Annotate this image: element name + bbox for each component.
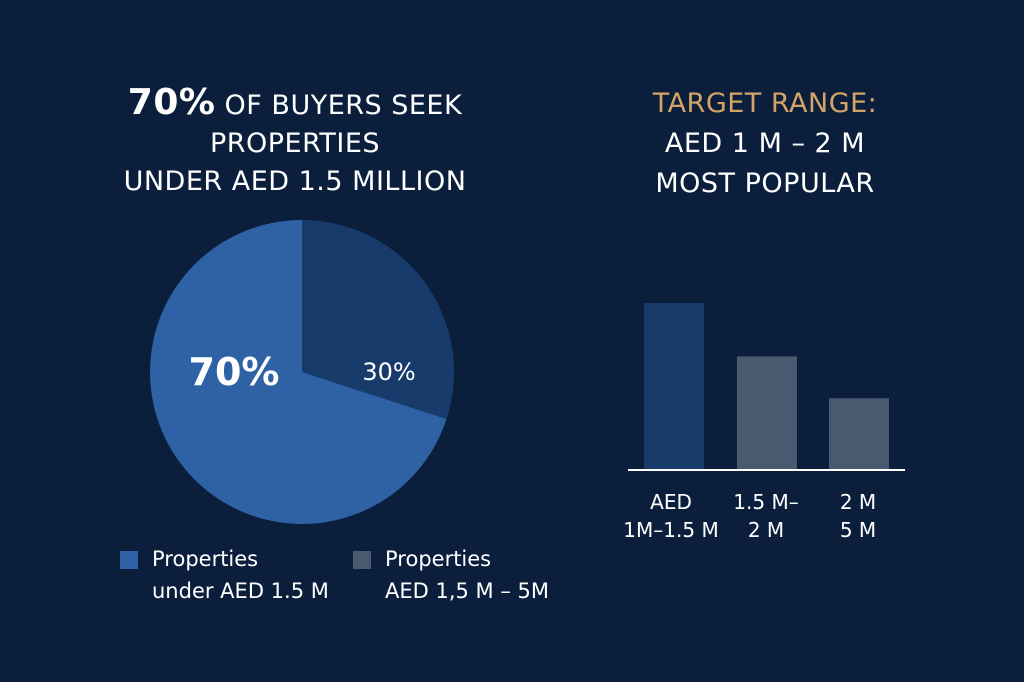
bar-2 (737, 356, 797, 470)
bar-3 (829, 398, 889, 470)
bar-x-label-2: 1.5 M– 2 M (733, 490, 799, 542)
legend-item-1: Properties under AED 1.5 M (120, 543, 329, 607)
title-line-1: 70% OF BUYERS SEEK (60, 84, 530, 125)
legend-label-2: Properties AED 1,5 M – 5M (385, 547, 550, 603)
title-line-1-text: OF BUYERS SEEK (215, 90, 463, 121)
bar-1 (644, 303, 704, 470)
pie-slice-label-2: 30% (362, 358, 415, 386)
pie-slice-2 (302, 220, 454, 419)
bar-chart-title: TARGET RANGE: AED 1 M – 2 M MOST POPULAR (560, 84, 970, 204)
legend-swatch-2 (353, 551, 371, 569)
title-line-3: UNDER AED 1.5 MILLION (123, 166, 467, 197)
bar-chart (628, 303, 905, 471)
target-range-heading: TARGET RANGE: (652, 88, 878, 119)
legend-swatch-1 (120, 551, 138, 569)
target-range-subtitle: MOST POPULAR (655, 168, 875, 199)
pie-slice-label-1: 70% (189, 350, 280, 394)
pie-slice-1 (150, 220, 447, 524)
title-highlight-number: 70% (127, 82, 216, 123)
bar-x-label-3: 2 M 5 M (839, 490, 877, 542)
legend-item-2: Properties AED 1,5 M – 5M (353, 543, 549, 607)
pie-chart-title: 70% OF BUYERS SEEK PROPERTIES UNDER AED … (60, 84, 530, 201)
pie-chart: 70% 30% (150, 220, 454, 524)
bar-x-label-1: AED 1M–1.5 M (623, 490, 719, 542)
legend-label-1: Properties under AED 1.5 M (152, 547, 329, 603)
target-range-value: AED 1 M – 2 M (664, 128, 866, 159)
title-line-2: PROPERTIES (209, 128, 381, 159)
